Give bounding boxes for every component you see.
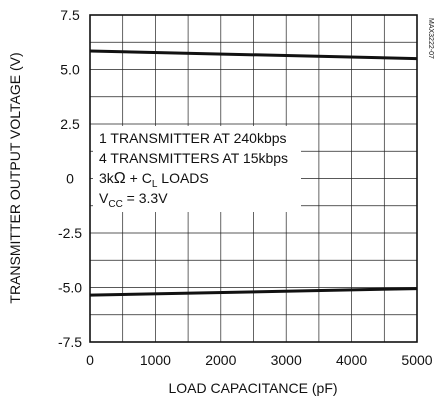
y-tick-label: 0 bbox=[66, 171, 74, 187]
annotation-loads: 3kΩ + CL LOADS bbox=[99, 170, 209, 190]
x-tick-label: 1000 bbox=[140, 352, 171, 368]
x-tick-label: 2000 bbox=[205, 352, 236, 368]
x-axis-title: LOAD CAPACITANCE (pF) bbox=[168, 380, 337, 396]
annotation-line-1: 1 TRANSMITTER AT 240kbps bbox=[99, 130, 287, 146]
y-axis-ticks: 7.5 5.0 2.5 0 -2.5 -5.0 -7.5 bbox=[58, 7, 82, 350]
series-layer bbox=[89, 49, 418, 297]
annotation-vcc: VCC = 3.3V bbox=[99, 190, 168, 210]
x-tick-label: 5000 bbox=[401, 352, 432, 368]
x-axis-ticks: 0 1000 2000 3000 4000 5000 bbox=[86, 352, 433, 368]
annotation-box bbox=[93, 126, 301, 212]
y-axis-title: TRANSMITTER OUTPUT VOLTAGE (V) bbox=[7, 52, 23, 303]
series-line-1 bbox=[89, 287, 418, 297]
y-tick-label: -5.0 bbox=[58, 280, 82, 296]
plot-frame bbox=[89, 14, 418, 343]
series-line-0 bbox=[89, 49, 418, 61]
y-tick-label: 5.0 bbox=[60, 62, 80, 78]
x-tick-label: 4000 bbox=[336, 352, 367, 368]
watermark-label: MAX3222-07 bbox=[427, 18, 434, 59]
y-tick-label: -7.5 bbox=[58, 334, 82, 350]
y-tick-label: 7.5 bbox=[60, 7, 80, 23]
x-tick-label: 0 bbox=[86, 352, 94, 368]
annotation-line-2: 4 TRANSMITTERS AT 15kbps bbox=[99, 150, 288, 166]
x-tick-label: 3000 bbox=[271, 352, 302, 368]
y-tick-label: -2.5 bbox=[58, 225, 82, 241]
y-tick-label: 2.5 bbox=[60, 116, 80, 132]
